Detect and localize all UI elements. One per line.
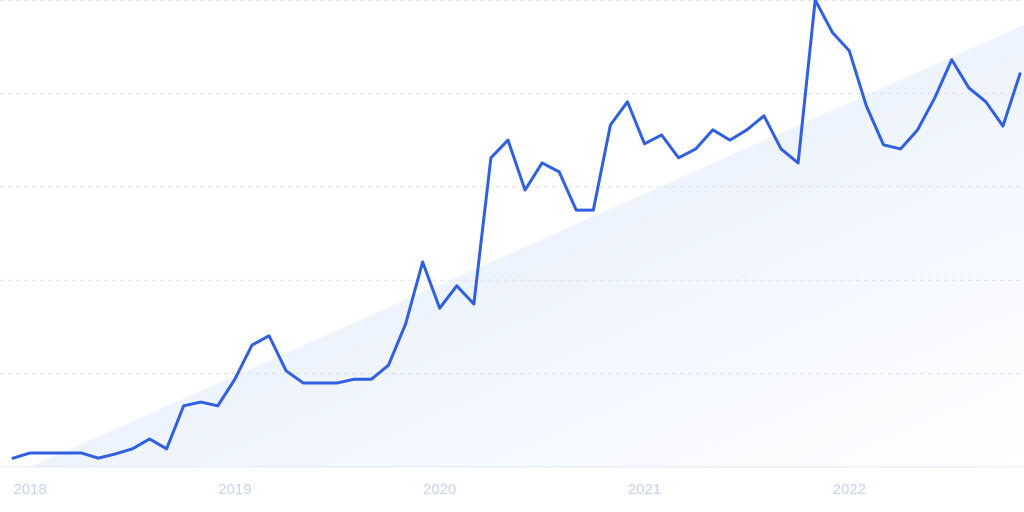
x-tick-label: 2020 (423, 481, 456, 498)
x-tick-label: 2022 (833, 481, 866, 498)
x-tick-label: 2021 (628, 481, 661, 498)
x-tick-label: 2018 (13, 481, 46, 498)
x-tick-label: 2019 (218, 481, 251, 498)
background-wedge (30, 25, 1024, 467)
data-line (11, 0, 1022, 460)
